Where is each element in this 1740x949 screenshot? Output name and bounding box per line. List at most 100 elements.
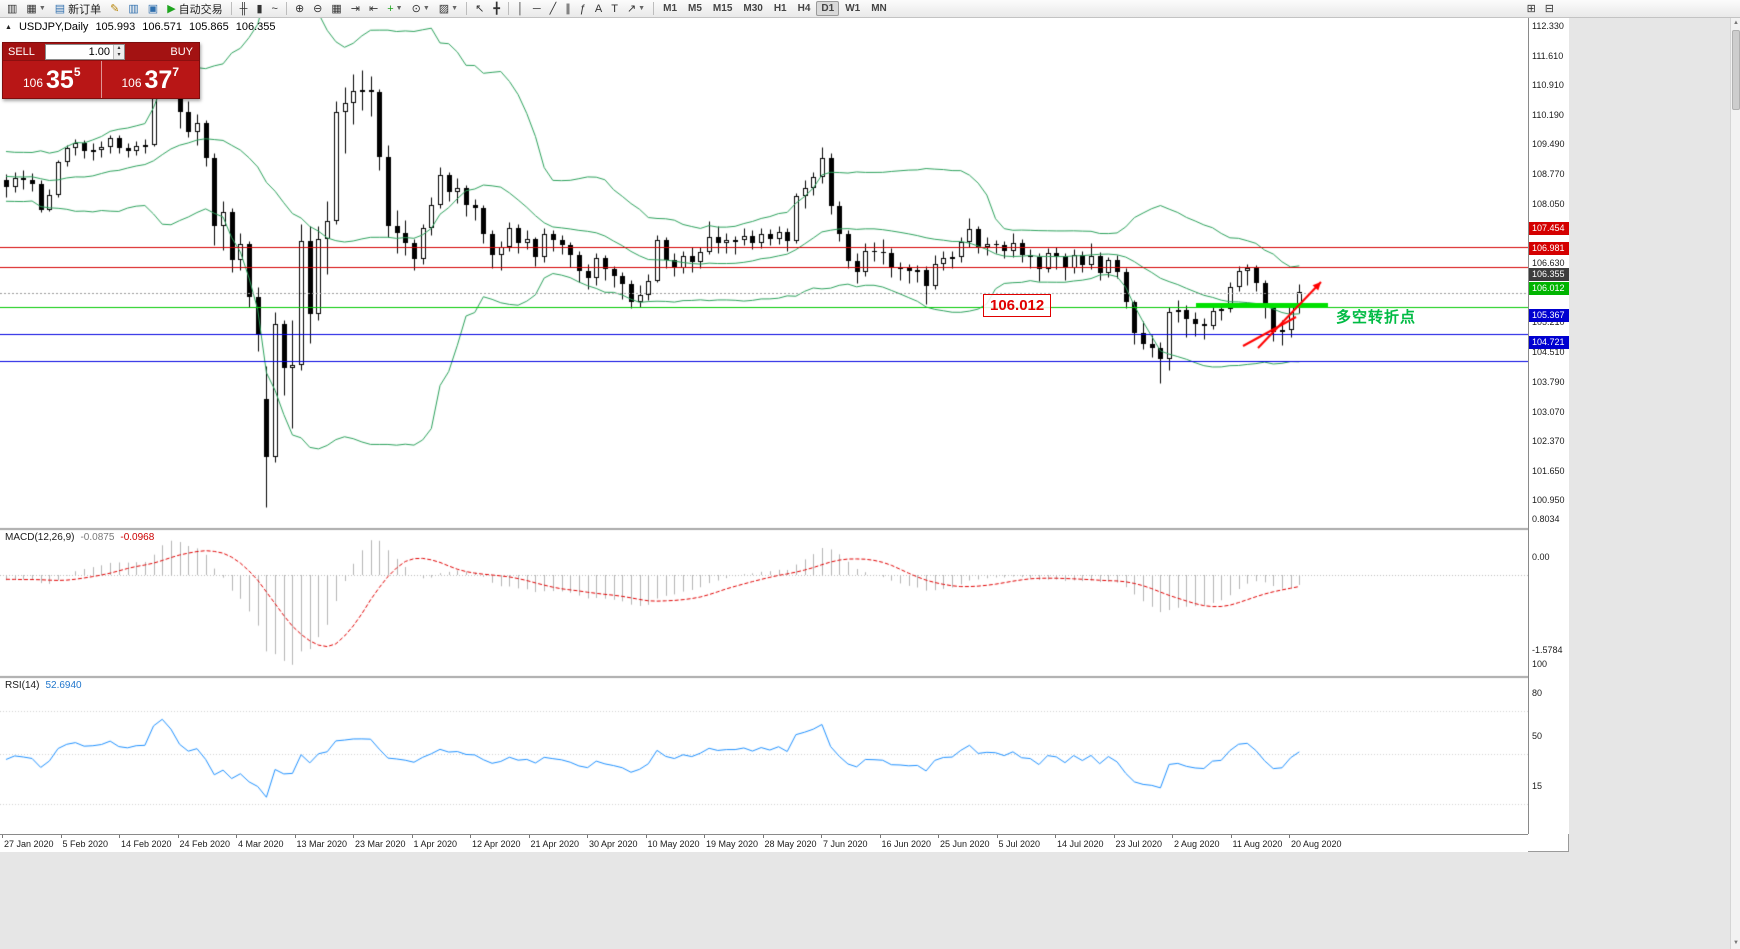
vertical-line-icon[interactable]: │ xyxy=(513,1,528,17)
horizontal-line-icon: ─ xyxy=(532,2,541,15)
label-icon[interactable]: T xyxy=(607,1,622,17)
new-chart-icon[interactable]: ▥ xyxy=(3,1,21,17)
text-icon[interactable]: A xyxy=(591,1,606,17)
timeframe-mn-button[interactable]: MN xyxy=(871,3,887,14)
sell-button[interactable]: 106 35 5 xyxy=(3,61,102,98)
zoom-out-icon[interactable]: ⊖ xyxy=(309,1,326,17)
line-chart-icon[interactable]: ~ xyxy=(268,1,282,17)
lot-size-value[interactable]: 1.00 xyxy=(88,45,110,58)
vertical-line-icon: │ xyxy=(516,2,524,15)
data-window-icon[interactable]: ▣ xyxy=(144,1,162,17)
lot-increase-icon[interactable]: ▴ xyxy=(114,44,124,52)
chevron-down-icon: ▼ xyxy=(451,5,459,12)
time-tick xyxy=(1172,835,1173,838)
chart-shift-icon[interactable]: ⇤ xyxy=(365,1,382,17)
market-watch-icon[interactable]: ▥ xyxy=(124,1,142,17)
chevron-down-icon: ▼ xyxy=(422,5,430,12)
buy-button[interactable]: 106 37 7 xyxy=(102,61,200,98)
symbol-name: USDJPY,Daily xyxy=(18,21,89,33)
tile-windows-icon: ▦ xyxy=(331,2,342,15)
scroll-up-icon[interactable]: ▲ xyxy=(1733,20,1739,26)
periods-icon[interactable]: ⊙ ▼ xyxy=(408,1,434,17)
metaeditor-icon[interactable]: ✎ xyxy=(106,1,123,17)
timeframe-m1-button[interactable]: M1 xyxy=(663,3,678,14)
fibonacci-icon[interactable]: ƒ xyxy=(576,1,590,17)
toolbar-separator xyxy=(230,2,232,15)
time-tick xyxy=(119,835,120,838)
new-order-button[interactable]: ▤ 新订单 xyxy=(51,1,105,17)
autotrading-button[interactable]: ▶ 自动交易 xyxy=(163,1,226,17)
price-tick-label: 103.070 xyxy=(1532,406,1565,417)
buy-price-big: 37 xyxy=(144,65,173,94)
timeframe-w1-button[interactable]: W1 xyxy=(845,3,861,14)
one-click-trading-panel: SELL 1.00 ▴ ▾ BUY 106 35 5 106 xyxy=(2,42,200,99)
price-chart-canvas[interactable] xyxy=(0,18,1528,834)
arrows-icon[interactable]: ↗ ▼ xyxy=(623,1,649,17)
candlestick-chart-icon: ▮ xyxy=(256,2,263,15)
lot-decrease-icon[interactable]: ▾ xyxy=(114,51,124,59)
profiles-icon[interactable]: ▦ ▼ xyxy=(22,1,49,17)
time-axis-label: 7 Jun 2020 xyxy=(823,839,868,849)
price-tick-label: 108.770 xyxy=(1532,169,1565,180)
time-tick xyxy=(411,835,413,838)
sell-label: SELL xyxy=(8,45,35,58)
trendline-icon[interactable]: ╱ xyxy=(546,1,561,17)
timeframe-h1-button[interactable]: H1 xyxy=(773,3,787,14)
timeframe-m30-button[interactable]: M30 xyxy=(743,3,763,14)
time-axis-label: 28 May 2020 xyxy=(764,839,817,849)
tile-windows-icon[interactable]: ▦ xyxy=(327,1,345,17)
trade-panel-header: SELL 1.00 ▴ ▾ BUY xyxy=(3,43,199,61)
vertical-scrollbar[interactable]: ▲ ▼ xyxy=(1730,18,1740,949)
price-line-badge: 107.454 xyxy=(1529,222,1569,235)
timeframe-m5-button[interactable]: M5 xyxy=(688,3,702,14)
timeframe-d1-button[interactable]: D1 xyxy=(816,1,840,16)
timeframe-m15-button[interactable]: M15 xyxy=(712,3,733,14)
rsi-value: 52.6940 xyxy=(45,680,82,691)
auto-scroll-icon[interactable]: ⇥ xyxy=(347,1,364,17)
cursor-icon[interactable]: ↖ xyxy=(471,1,488,17)
crosshair-icon[interactable]: ╋ xyxy=(489,1,504,17)
scrollbar-thumb[interactable] xyxy=(1732,30,1740,110)
price-line-badge: 106.355 xyxy=(1529,268,1569,281)
timeframe-h4-button[interactable]: H4 xyxy=(797,3,811,14)
toolbar-separator xyxy=(653,2,655,15)
zoom-in-icon[interactable]: ⊕ xyxy=(291,1,308,17)
time-axis-label: 13 Mar 2020 xyxy=(296,839,348,849)
time-tick xyxy=(762,835,764,838)
horizontal-line-icon[interactable]: ─ xyxy=(529,1,545,17)
price-tick-label: 109.490 xyxy=(1532,139,1565,150)
price-tick-label: 102.370 xyxy=(1532,435,1565,446)
macd-main-value: -0.0875 xyxy=(80,532,115,543)
channel-icon[interactable]: ∥ xyxy=(561,1,575,17)
cursor-icon: ↖ xyxy=(475,2,485,15)
price-line-badge: 106.981 xyxy=(1529,242,1569,255)
bar-chart-icon[interactable]: ╫ xyxy=(236,1,252,17)
buy-price-prefix: 106 xyxy=(121,75,142,90)
turning-point-label[interactable]: 多空转折点 xyxy=(1336,309,1417,326)
templates-icon[interactable]: ▨ ▼ xyxy=(435,1,462,17)
fullscreen-icon[interactable]: ⊞ xyxy=(1523,1,1540,17)
print-icon[interactable]: ⊟ xyxy=(1541,1,1558,17)
time-tick xyxy=(2,835,3,838)
toolbar-separator xyxy=(466,2,468,15)
sell-price-prefix: 106 xyxy=(22,75,44,90)
indicators-icon[interactable]: + ▼ xyxy=(383,1,406,17)
time-tick xyxy=(353,835,354,838)
scroll-down-icon[interactable]: ▼ xyxy=(1733,940,1739,946)
time-tick xyxy=(294,835,296,838)
chevron-down-icon: ▼ xyxy=(38,5,46,12)
label-icon: T xyxy=(611,2,618,15)
price-axis[interactable]: 112.330 111.610 110.910 110.190 109.490 108.7… xyxy=(1528,0,1569,834)
templates-icon: ▨ xyxy=(438,2,450,15)
time-tick xyxy=(1289,835,1290,838)
indicators-icon: + xyxy=(387,2,394,15)
time-axis-label: 10 May 2020 xyxy=(647,839,700,849)
time-axis-label: 4 Mar 2020 xyxy=(238,839,284,849)
price-callout[interactable]: 106.012 xyxy=(983,294,1052,317)
autotrading-icon: ▶ xyxy=(167,2,176,15)
rsi-axis-label: 100 xyxy=(1532,659,1548,669)
time-tick xyxy=(236,835,237,838)
candlestick-chart-icon[interactable]: ▮ xyxy=(252,1,266,17)
lot-size-input[interactable]: 1.00 ▴ ▾ xyxy=(45,43,125,60)
